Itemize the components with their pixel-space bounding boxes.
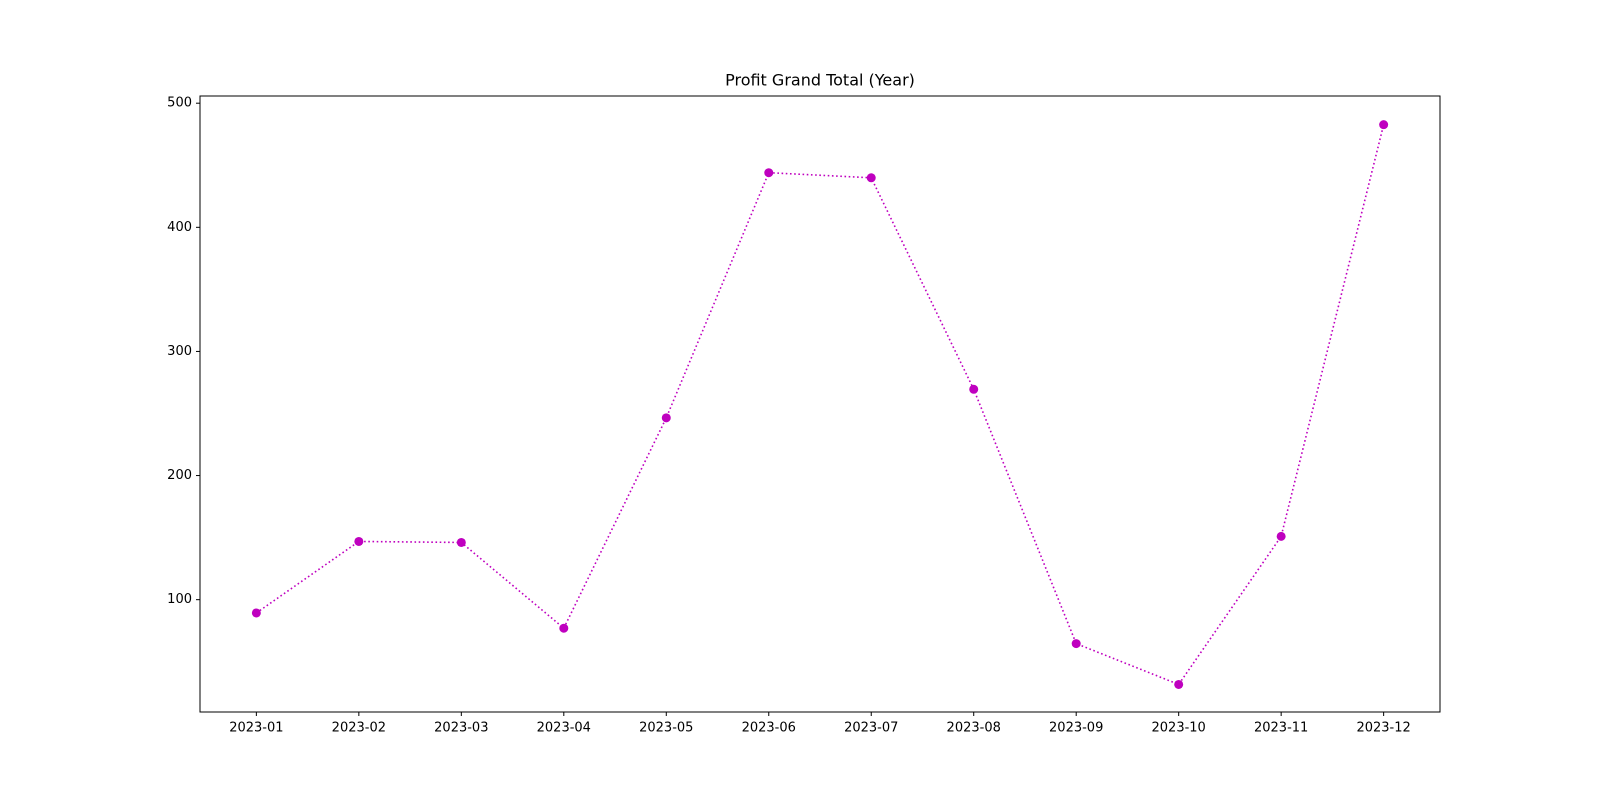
point [1379, 120, 1389, 130]
y-tick-label: 200 [167, 468, 192, 483]
point [456, 537, 466, 547]
x-tick-label: 2023-09 [1049, 721, 1103, 736]
x-tick-label: 2023-08 [947, 721, 1001, 736]
point [764, 168, 774, 178]
x-tick-label: 2023-04 [537, 721, 591, 736]
point [1071, 639, 1081, 649]
x-tick-label: 2023-05 [639, 721, 693, 736]
x-tick-label: 2023-11 [1254, 721, 1308, 736]
point [1276, 531, 1286, 541]
point [354, 536, 364, 546]
chart-title: Profit Grand Total (Year) [725, 71, 915, 90]
point [969, 384, 979, 394]
point [1174, 679, 1184, 689]
y-tick-label: 100 [167, 592, 192, 607]
point [661, 413, 671, 423]
x-tick-label: 2023-01 [229, 721, 283, 736]
x-tick-label: 2023-10 [1152, 721, 1206, 736]
y-tick-label: 300 [167, 344, 192, 359]
point [251, 608, 261, 618]
y-tick-label: 400 [167, 220, 192, 235]
plot-frame [199, 95, 1441, 713]
y-tick-label: 500 [167, 96, 192, 111]
x-tick-label: 2023-03 [434, 721, 488, 736]
x-tick-label: 2023-02 [332, 721, 386, 736]
point [866, 173, 876, 183]
x-tick-label: 2023-07 [844, 721, 898, 736]
line [255, 124, 1385, 686]
point [559, 623, 569, 633]
x-tick-label: 2023-06 [742, 721, 796, 736]
x-tick-label: 2023-12 [1356, 721, 1410, 736]
